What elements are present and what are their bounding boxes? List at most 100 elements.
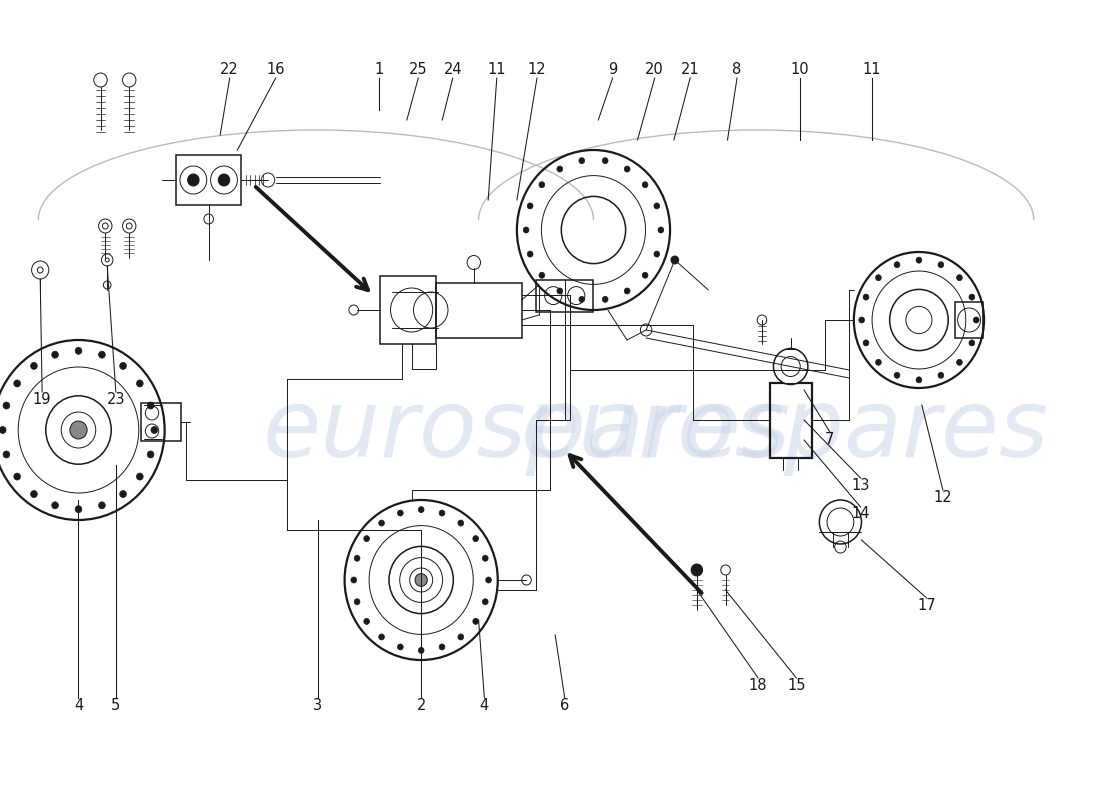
- Circle shape: [625, 288, 630, 294]
- Circle shape: [603, 158, 608, 164]
- Text: 11: 11: [862, 62, 881, 78]
- Circle shape: [473, 618, 478, 624]
- Text: 6: 6: [560, 698, 570, 713]
- Circle shape: [136, 380, 143, 387]
- Circle shape: [642, 272, 648, 278]
- Circle shape: [658, 227, 663, 233]
- Circle shape: [557, 166, 563, 172]
- Circle shape: [14, 380, 21, 387]
- Text: 23: 23: [107, 393, 125, 407]
- Text: 7: 7: [825, 433, 835, 447]
- Circle shape: [3, 451, 10, 458]
- Circle shape: [458, 520, 464, 526]
- Text: 24: 24: [443, 62, 462, 78]
- Circle shape: [147, 402, 154, 409]
- Circle shape: [916, 257, 922, 263]
- Text: 20: 20: [646, 62, 664, 78]
- Circle shape: [539, 272, 544, 278]
- Circle shape: [218, 174, 230, 186]
- Circle shape: [539, 182, 544, 188]
- Circle shape: [3, 402, 10, 409]
- Circle shape: [136, 473, 143, 480]
- Circle shape: [974, 317, 979, 323]
- Circle shape: [938, 262, 944, 268]
- Text: 13: 13: [851, 478, 870, 493]
- Circle shape: [691, 564, 703, 576]
- Text: 8: 8: [733, 62, 741, 78]
- Circle shape: [603, 296, 608, 302]
- Circle shape: [527, 203, 534, 209]
- Circle shape: [31, 362, 37, 370]
- Circle shape: [916, 377, 922, 383]
- Circle shape: [486, 577, 492, 583]
- Circle shape: [415, 574, 427, 586]
- Text: 5: 5: [111, 698, 120, 713]
- Circle shape: [99, 351, 106, 358]
- Circle shape: [483, 598, 488, 605]
- Text: 14: 14: [851, 506, 870, 522]
- Circle shape: [120, 362, 127, 370]
- Circle shape: [52, 351, 58, 358]
- Circle shape: [99, 502, 106, 509]
- Circle shape: [579, 296, 584, 302]
- Circle shape: [876, 274, 881, 281]
- Circle shape: [524, 227, 529, 233]
- Circle shape: [642, 182, 648, 188]
- Circle shape: [351, 577, 356, 583]
- Circle shape: [151, 426, 157, 434]
- Text: 10: 10: [791, 62, 810, 78]
- Text: 16: 16: [266, 62, 285, 78]
- Circle shape: [439, 510, 444, 516]
- Circle shape: [458, 634, 464, 640]
- Circle shape: [473, 536, 478, 542]
- Circle shape: [894, 262, 900, 268]
- Circle shape: [0, 426, 6, 434]
- Circle shape: [75, 347, 81, 354]
- Circle shape: [147, 451, 154, 458]
- Circle shape: [864, 340, 869, 346]
- Circle shape: [773, 349, 807, 385]
- Circle shape: [625, 166, 630, 172]
- Text: 22: 22: [220, 62, 239, 78]
- Text: 3: 3: [314, 698, 322, 713]
- Circle shape: [957, 359, 962, 366]
- Circle shape: [14, 473, 21, 480]
- Text: 11: 11: [487, 62, 506, 78]
- Text: 4: 4: [74, 698, 84, 713]
- Text: 15: 15: [788, 678, 805, 693]
- Text: 21: 21: [681, 62, 700, 78]
- Circle shape: [418, 506, 424, 513]
- Circle shape: [188, 174, 199, 186]
- Circle shape: [439, 644, 444, 650]
- Circle shape: [671, 256, 679, 264]
- Text: 17: 17: [917, 598, 936, 613]
- Text: 9: 9: [608, 62, 617, 78]
- Circle shape: [653, 203, 660, 209]
- Circle shape: [378, 520, 384, 526]
- Circle shape: [957, 274, 962, 281]
- Circle shape: [364, 536, 370, 542]
- Text: 2: 2: [417, 698, 426, 713]
- Text: 18: 18: [749, 678, 768, 693]
- Text: 4: 4: [480, 698, 490, 713]
- Text: eurospares: eurospares: [263, 385, 791, 475]
- Text: eurospares: eurospares: [521, 385, 1049, 475]
- Circle shape: [52, 502, 58, 509]
- Circle shape: [397, 644, 404, 650]
- Circle shape: [969, 340, 975, 346]
- Circle shape: [653, 251, 660, 257]
- Circle shape: [864, 294, 869, 300]
- Circle shape: [418, 647, 424, 654]
- Text: 25: 25: [409, 62, 428, 78]
- Text: 12: 12: [934, 490, 953, 506]
- Circle shape: [483, 555, 488, 562]
- Circle shape: [579, 158, 584, 164]
- Circle shape: [969, 294, 975, 300]
- Text: 19: 19: [33, 393, 52, 407]
- Circle shape: [75, 506, 81, 513]
- Circle shape: [378, 634, 384, 640]
- Circle shape: [397, 510, 404, 516]
- Text: 12: 12: [528, 62, 547, 78]
- Circle shape: [354, 555, 360, 562]
- Circle shape: [938, 372, 944, 378]
